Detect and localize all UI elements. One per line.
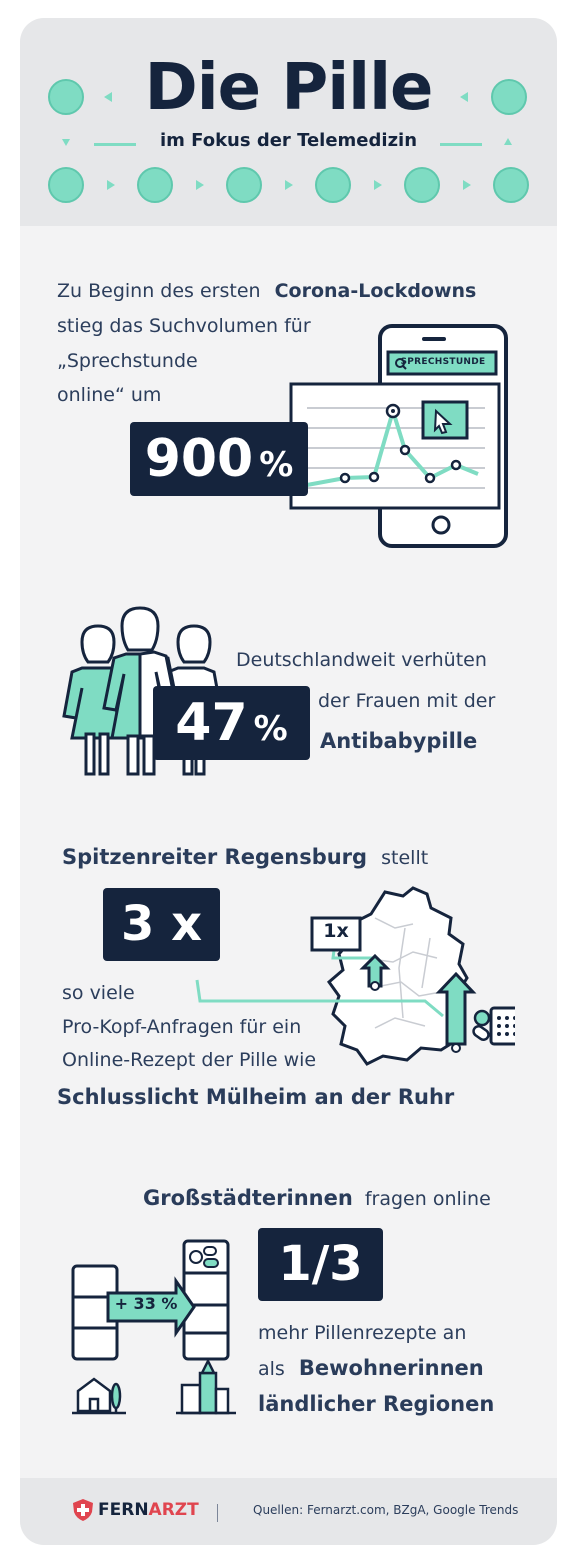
s4-stat-value: 1/3 [278, 1236, 363, 1292]
s1-stat-box: 900% [130, 422, 308, 496]
s3-stat-value: 3 x [120, 896, 203, 952]
s1-line2: stieg das Suchvolumen für [57, 315, 311, 337]
s3-stat-box: 3 x [103, 888, 220, 961]
s4-line3-bold: Bewohnerinnen [298, 1356, 484, 1380]
s3-line2: so viele [62, 982, 135, 1004]
fernarzt-logo[interactable]: FERNARZT [98, 1500, 199, 1520]
s1-text-line1: Zu Beginn des ersten Corona-Lockdowns [57, 274, 476, 308]
phone-search-trend-illustration [289, 324, 508, 548]
map-label-1x: 1x [323, 920, 349, 942]
footer-divider [217, 1504, 218, 1522]
s1-line3: „Sprechstunde [57, 350, 198, 372]
s4-line1-rest: fragen online [364, 1188, 491, 1210]
s1-line1-bold: Corona-Lockdowns [274, 280, 477, 302]
s1-line1: Zu Beginn des ersten [57, 280, 261, 302]
s2-line1: Deutschlandweit verhüten [236, 649, 487, 671]
s2-line2: der Frauen mit der [318, 690, 496, 712]
header-decoration-dots [48, 79, 529, 203]
s3-line1-rest: stellt [381, 847, 429, 869]
germany-map-illustration [195, 886, 515, 1066]
logo-part1: FERN [98, 1500, 149, 1520]
s2-line3: Antibabypille [320, 729, 478, 753]
footer-bar [20, 1478, 557, 1545]
s4-text-line1: Großstädterinnen fragen online [143, 1181, 491, 1216]
arrow-label-plus-33: + 33 % [114, 1294, 178, 1313]
s4-line1-bold: Großstädterinnen [143, 1186, 353, 1210]
s3-text-line1: Spitzenreiter Regensburg stellt [62, 840, 428, 875]
page-subtitle: im Fokus der Telemedizin [159, 130, 418, 151]
s4-line2: mehr Pillenrezepte an [258, 1322, 467, 1344]
fernarzt-shield-icon [73, 1499, 93, 1521]
infographic-card: Die Pille im Fokus der Telemedizin Zu Be… [20, 18, 557, 1545]
logo-part2: ARZT [148, 1500, 199, 1520]
city-vs-rural-pillbox-illustration [71, 1239, 236, 1415]
s1-stat-unit: % [259, 445, 294, 485]
page-title: Die Pille [144, 51, 434, 125]
s1-line4: online“ um [57, 384, 162, 406]
s4-line3: als [258, 1358, 285, 1380]
s2-stat-value: 47 [175, 693, 248, 753]
footer-sources: Quellen: Fernarzt.com, BZgA, Google Tren… [253, 1503, 519, 1517]
phone-search-label: SPRECHSTUNDE [400, 357, 486, 367]
header-banner [20, 18, 557, 226]
s2-stat-unit: % [253, 709, 288, 749]
s3-line3: Pro-Kopf-Anfragen für ein [62, 1016, 302, 1038]
s3-line1-bold: Spitzenreiter Regensburg [62, 845, 368, 869]
s4-stat-box: 1/3 [258, 1228, 383, 1301]
s4-text-line3: als Bewohnerinnen [258, 1351, 484, 1386]
s1-stat-value: 900 [144, 429, 254, 489]
s3-line4: Online-Rezept der Pille wie [62, 1049, 317, 1071]
s2-stat-box: 47% [153, 686, 310, 760]
s4-line4: ländlicher Regionen [258, 1392, 495, 1416]
s3-line5: Schlusslicht Mülheim an der Ruhr [57, 1085, 455, 1109]
women-group-illustration [62, 606, 220, 776]
